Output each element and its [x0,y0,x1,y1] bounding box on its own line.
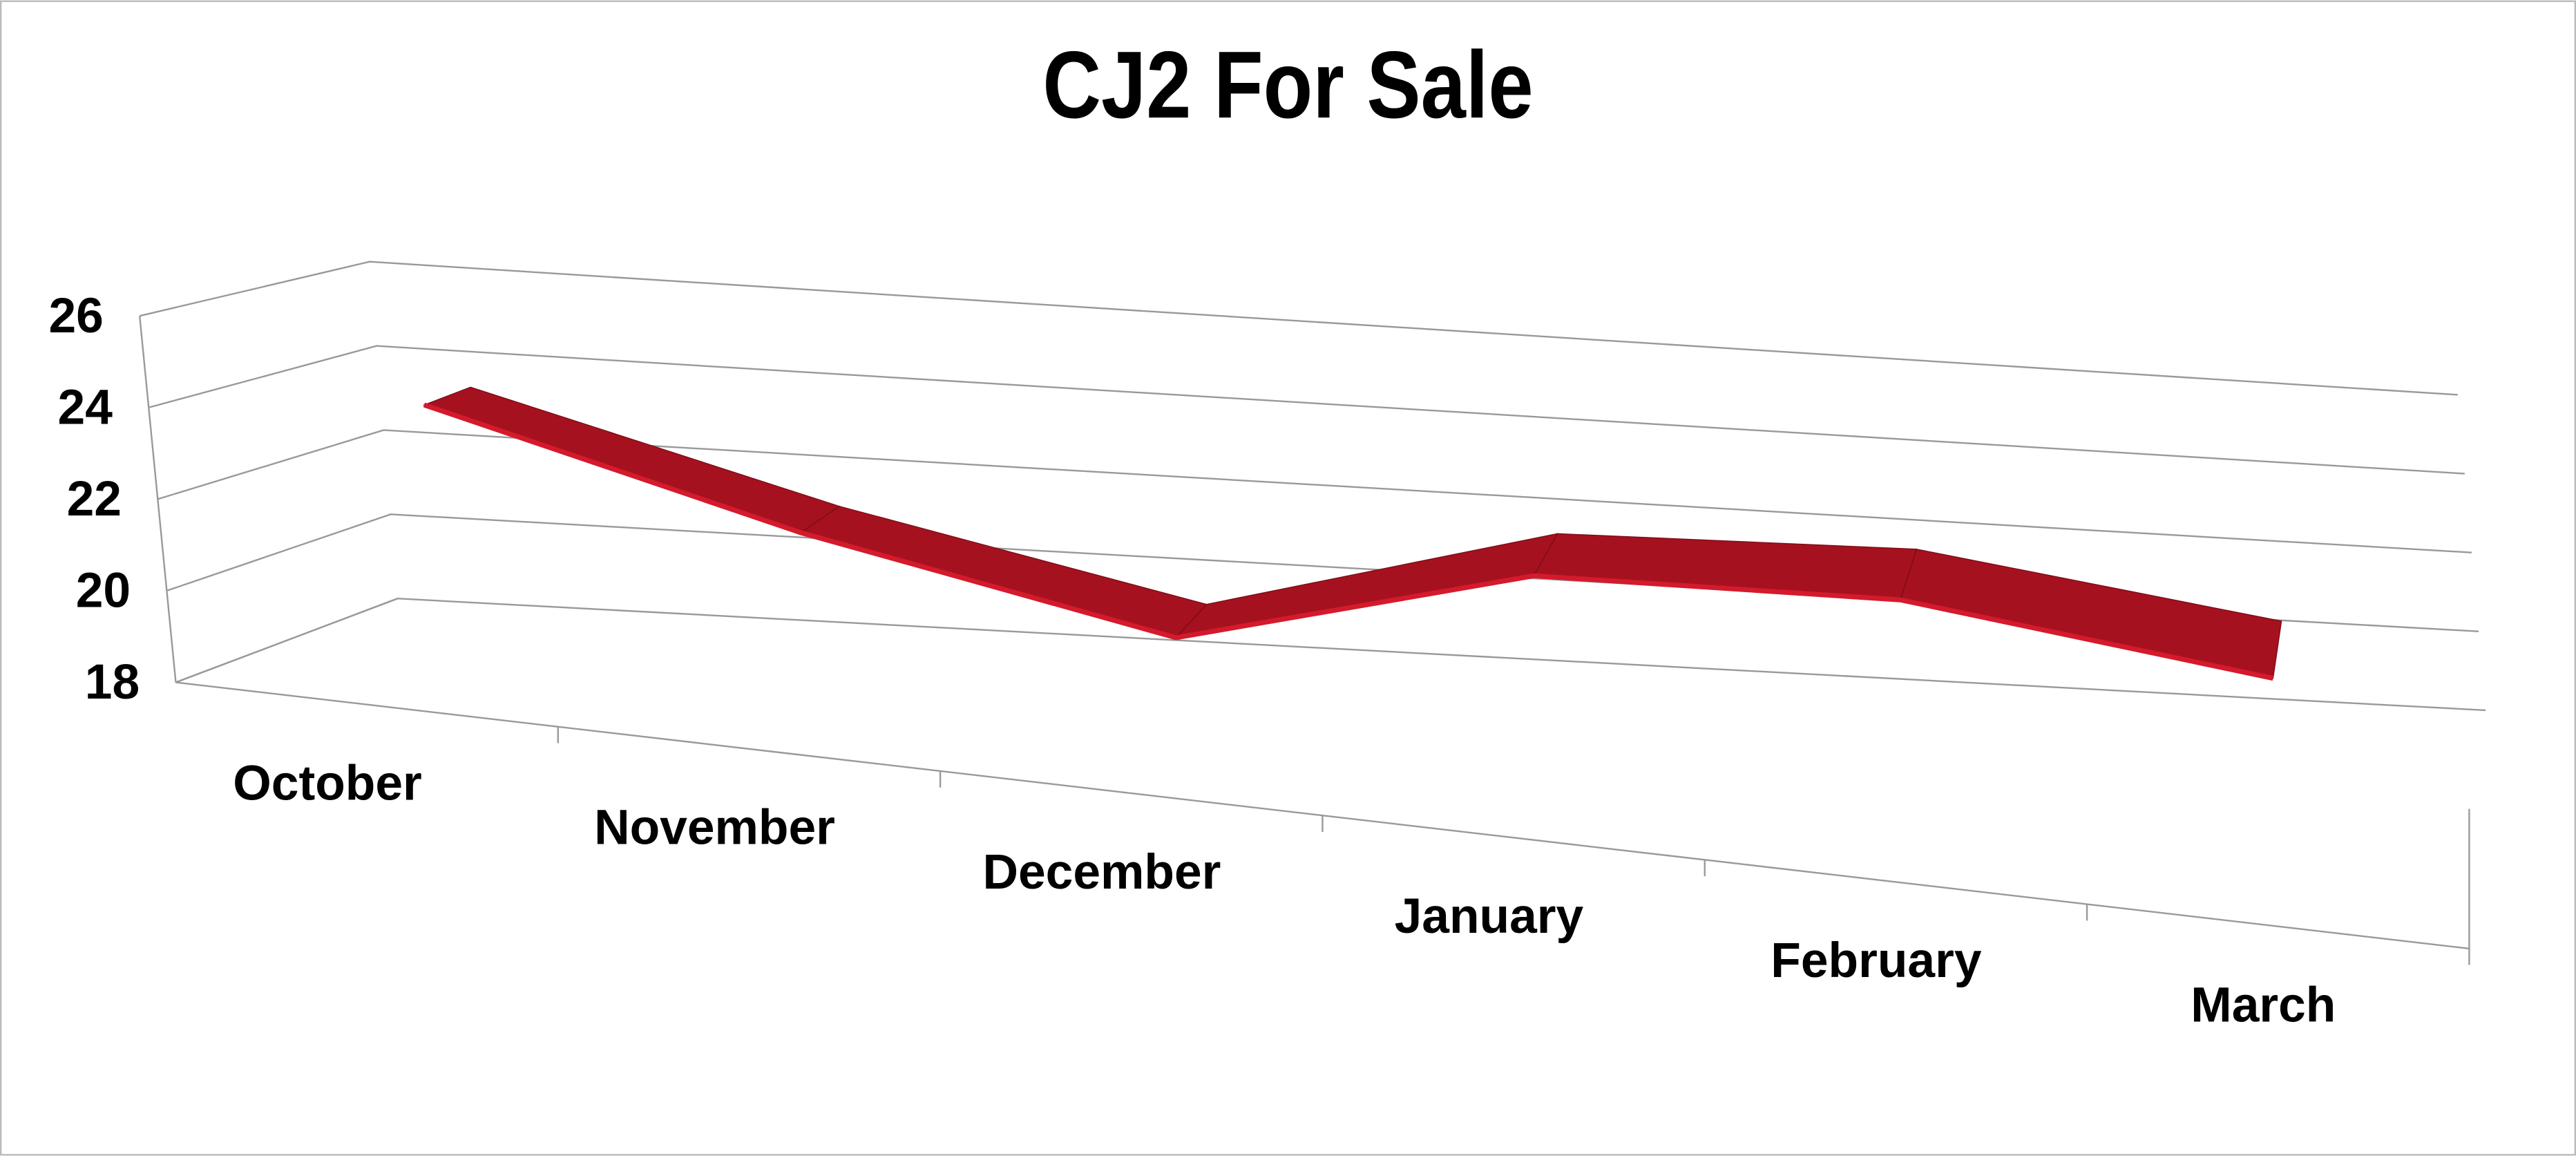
grid-line [148,345,2465,475]
grid-line [139,260,2458,396]
x-tick-label: February [1771,933,1982,988]
y-tick-label: 20 [76,563,131,618]
x-tick-label: December [982,844,1221,900]
y-tick-label: 22 [67,471,122,527]
x-tick-label: March [2191,977,2336,1032]
y-tick-label: 26 [48,288,103,343]
x-tick-label: November [594,800,835,855]
chart-title: CJ2 For Sale [1042,32,1533,138]
line [423,402,2274,681]
x-tick-label: October [233,755,421,811]
x-tick-label: January [1395,889,1584,944]
y-tick-label: 24 [58,379,113,435]
y-tick-label: 18 [85,654,140,710]
grid-line [175,598,2486,712]
grid-line [157,429,2472,553]
